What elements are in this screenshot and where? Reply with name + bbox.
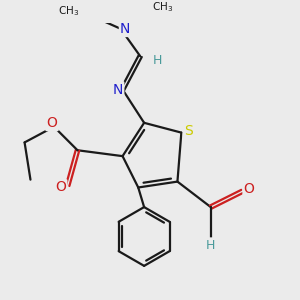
Text: H: H — [153, 54, 163, 67]
Text: CH$_3$: CH$_3$ — [152, 0, 173, 14]
Text: O: O — [46, 116, 58, 130]
Text: O: O — [55, 181, 66, 194]
Text: N: N — [113, 82, 123, 97]
Text: S: S — [184, 124, 193, 138]
Text: H: H — [206, 238, 215, 252]
Text: O: O — [244, 182, 255, 197]
Text: N: N — [120, 22, 130, 36]
Text: CH$_3$: CH$_3$ — [58, 4, 80, 18]
